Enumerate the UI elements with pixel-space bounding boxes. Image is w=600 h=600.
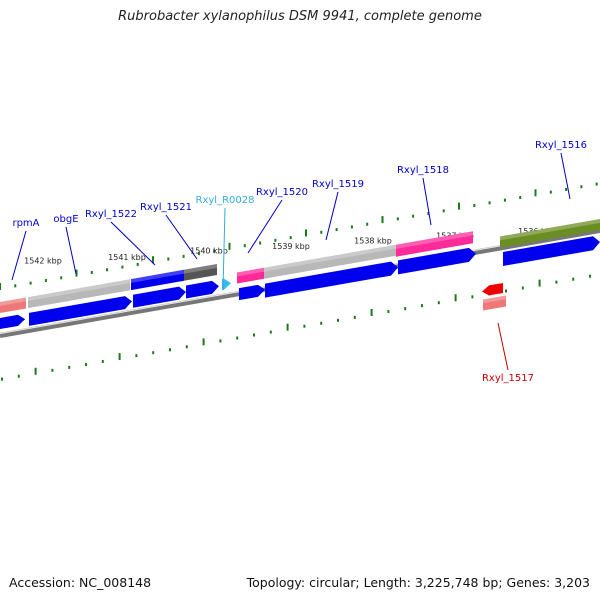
label-leader-line [65,226,77,275]
gene-label-obgE: obgE [53,214,78,225]
cds-obgE [29,296,132,326]
gene-Rxyl_1521 [184,264,217,281]
gene-label-Rxyl_1519: Rxyl_1519 [312,179,364,190]
gene-label-Rxyl_1521: Rxyl_1521 [140,202,192,213]
cds-Rxyl_1517 [482,282,503,296]
gene-obgE [28,279,130,309]
cds-Rxyl_1516 [503,236,600,266]
label-leader-line [422,177,432,226]
accession-label: Accession: NC_008148 [9,575,152,590]
cds-Rxyl_1522 [133,286,186,308]
gene-Rxyl_1516 [500,219,600,248]
gene-Rxyl_1519 [264,244,396,279]
gene-label-Rxyl_1516: Rxyl_1516 [535,140,587,151]
label-leader-line [560,152,571,200]
label-leader-line [11,230,27,281]
label-leader-line [497,322,509,371]
label-leader-line [222,207,226,291]
gene-rpmA [0,297,26,313]
cds-Rxyl_1519 [265,261,398,298]
topology-label: Topology: circular; Length: 3,225,748 bp… [246,575,590,590]
gene-label-Rxyl_1517: Rxyl_1517 [482,373,534,384]
gene-label-Rxyl_R0028: Rxyl_R0028 [196,195,255,206]
gene-Rxyl_1517 [483,295,506,311]
label-leader-line [165,214,198,260]
cds-rpmA-2 [5,314,25,329]
gene-label-Rxyl_1520: Rxyl_1520 [256,187,308,198]
gene-label-Rxyl_1518: Rxyl_1518 [397,165,449,176]
kbp-tick-label: 1542 kbp [24,256,62,265]
cds-Rxyl_1521 [186,280,219,299]
gene-Rxyl_1520 [237,267,264,284]
ncrna-Rxyl_R0028 [222,278,231,291]
gene-Rxyl_1522 [131,269,184,291]
gene-label-rpmA: rpmA [12,218,39,229]
gene-label-Rxyl_1522: Rxyl_1522 [85,209,137,220]
cds-Rxyl_1520 [239,284,265,301]
kbp-tick-label: 1539 kbp [272,242,310,251]
label-leader-line [110,221,156,266]
kbp-tick-label: 1538 kbp [354,237,392,246]
map-title: Rubrobacter xylanophilus DSM 9941, compl… [118,9,482,24]
cds-Rxyl_1518 [398,247,476,275]
kbp-tick-label: 1541 kbp [108,253,146,262]
label-leader-line [247,199,283,254]
label-leader-line [325,191,339,241]
gene-Rxyl_1518 [396,231,473,257]
kbp-tick-label: 1540 kbp [190,246,228,255]
